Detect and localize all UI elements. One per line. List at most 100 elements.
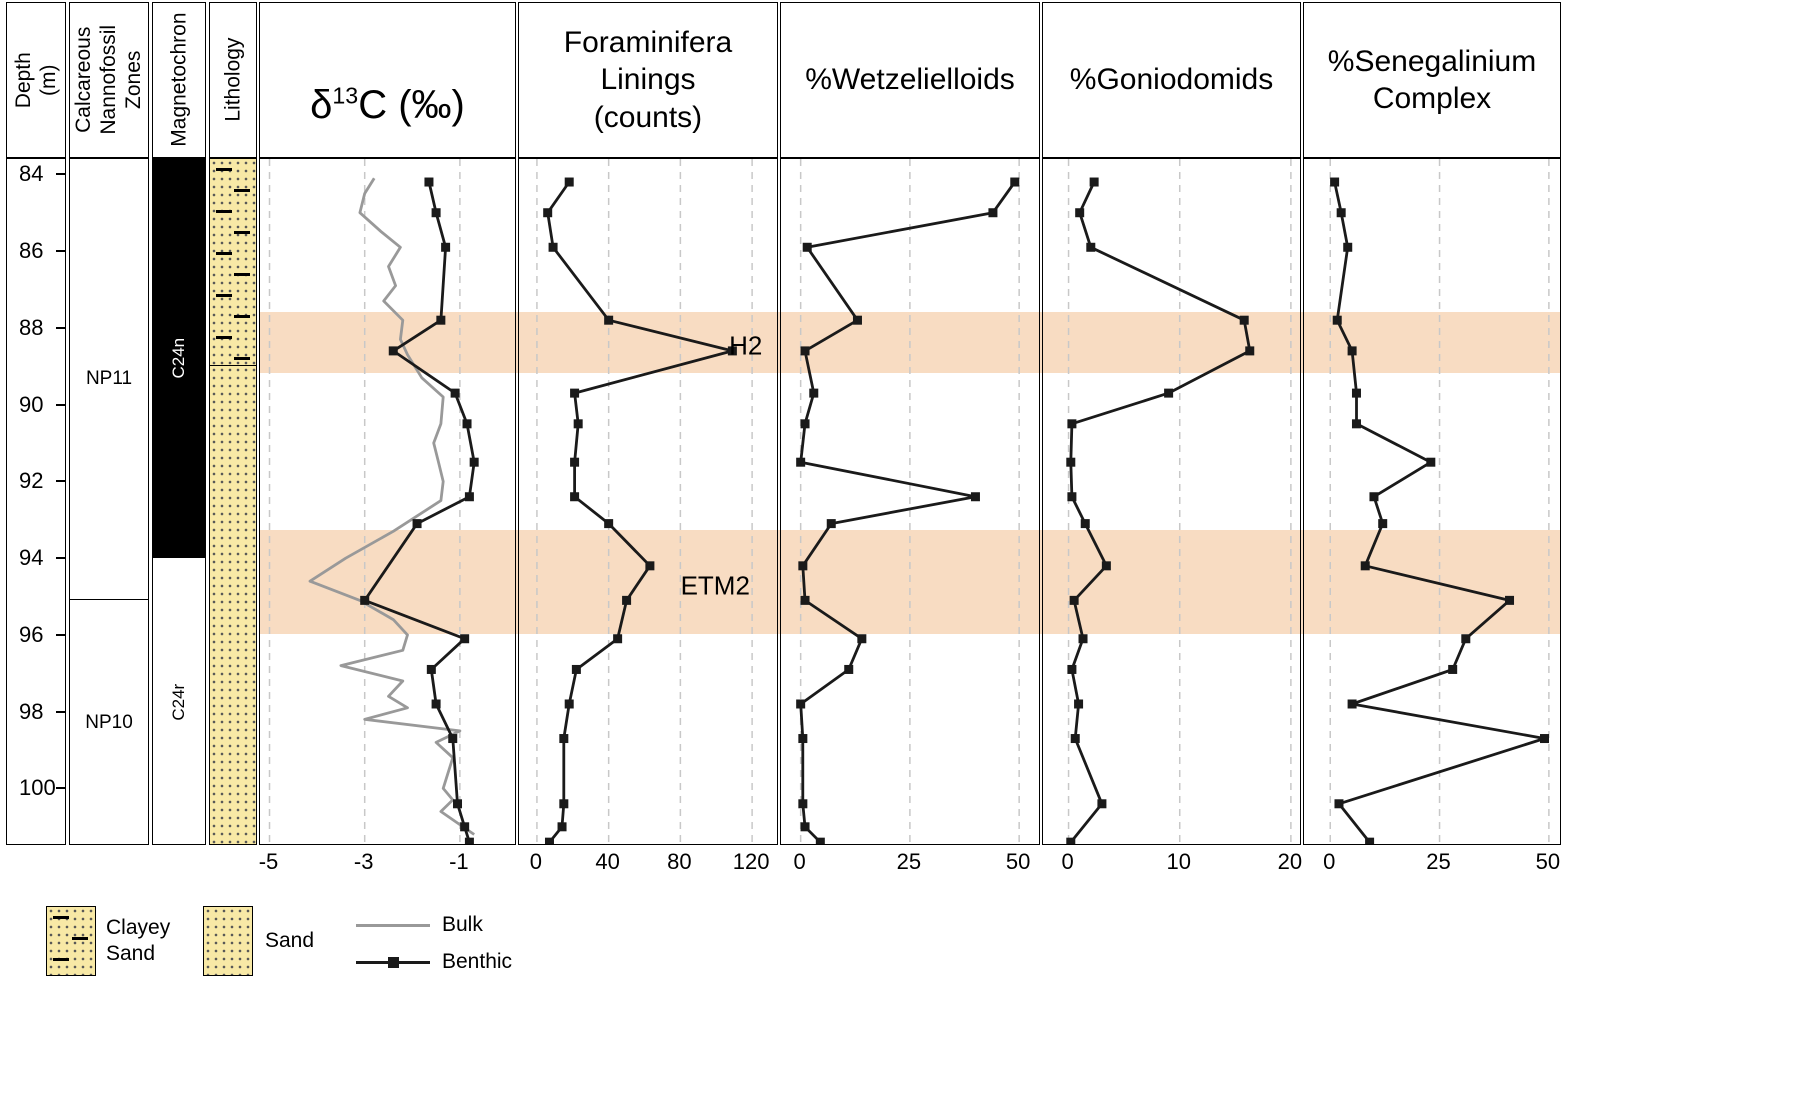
- senegalinium-panel-title-box: %Senegalinium Complex: [1303, 2, 1561, 158]
- benthic-legend-label: Benthic: [442, 949, 513, 973]
- zones-column-header: Calcareous Nannofossil Zones: [69, 2, 149, 158]
- goniodomids-panel-title-box: %Goniodomids: [1042, 2, 1301, 158]
- depth-tick-label: 88: [19, 314, 44, 340]
- wetzelielloids-marker: [852, 315, 862, 325]
- goniodomids-marker: [1074, 699, 1084, 709]
- senegalinium-complex-marker: [1369, 492, 1379, 502]
- benthic-marker: [424, 177, 434, 187]
- senegalinium-complex-marker: [1505, 595, 1515, 605]
- depth-tick: [56, 710, 65, 713]
- zone-np10-label: NP10: [85, 712, 133, 734]
- chron-c24n: C24n: [153, 159, 205, 559]
- wetzelielloids-marker: [857, 634, 867, 644]
- wetzelielloids-line: [799, 181, 1016, 844]
- x-axis-tick-label: 40: [595, 849, 620, 874]
- wetzelielloids-marker: [826, 519, 836, 529]
- chron-c24n-label: C24n: [168, 338, 188, 379]
- wetzelielloids-marker: [798, 799, 808, 809]
- clayey-sand-swatch: [46, 906, 96, 976]
- benthic-marker: [448, 734, 458, 744]
- sand-swatch: [203, 906, 253, 976]
- clayey-dash: [233, 231, 250, 234]
- senegalinium-complex-marker: [1330, 177, 1340, 187]
- x-axis-tick-label: 25: [1426, 849, 1451, 874]
- clayey-dash: [215, 210, 232, 213]
- senegalinium-complex-marker: [1332, 315, 1342, 325]
- senegalinium-complex-marker: [1336, 208, 1346, 218]
- x-axis-tick-label: 20: [1277, 849, 1303, 874]
- benthic-marker: [464, 492, 474, 502]
- foraminifera-linings-marker: [559, 734, 569, 744]
- x-axis-tick-label: 0: [1323, 849, 1336, 874]
- benthic-marker: [360, 595, 370, 605]
- wetzelielloids-marker: [802, 242, 812, 252]
- depth-tick-label: 86: [19, 238, 44, 264]
- magnetochron-header-label: Magnetochron: [167, 12, 191, 148]
- clayey-dash: [233, 357, 250, 360]
- zone-np11: NP11: [70, 159, 148, 601]
- goniodomids-chart: [1066, 159, 1292, 844]
- foraminifera-linings-marker: [727, 346, 737, 356]
- goniodomids-marker: [1080, 519, 1090, 529]
- senegalinium-complex-marker: [1351, 388, 1361, 398]
- clayey-dash: [215, 252, 232, 255]
- depth-axis-column: 84 86 88 90 92 94 96 98 100: [6, 158, 66, 845]
- depth-tick: [56, 173, 65, 176]
- senegalinium-complex-marker: [1378, 519, 1388, 529]
- d13c-plot: [259, 158, 516, 845]
- benthic-marker: [388, 346, 398, 356]
- x-axis-tick-label: 80: [667, 849, 692, 874]
- wetzelielloids-panel-title-box: %Wetzelielloids: [780, 2, 1040, 158]
- benthic-marker: [469, 457, 479, 467]
- clayey-dash: [52, 916, 69, 919]
- x-axis-tick-label: 25: [896, 849, 922, 874]
- foraminifera-linings-marker: [604, 519, 614, 529]
- d13c-x-axis: -5 -3 -1: [259, 849, 516, 879]
- goniodomids-marker: [1078, 634, 1088, 644]
- benthic-marker: [464, 837, 474, 844]
- wetzelielloids-marker: [970, 492, 980, 502]
- foraminifera-linings-marker: [622, 595, 632, 605]
- forams-plot: [518, 158, 778, 845]
- isotope-superscript: 13: [332, 82, 359, 109]
- benthic-marker: [441, 242, 451, 252]
- nannofossil-zones-column: NP11 NP10: [69, 158, 149, 845]
- senegalinium-plot: [1303, 158, 1561, 845]
- goniodomids-x-axis: 0 10 20: [1042, 849, 1303, 879]
- wetzelielloids-panel-title: %Wetzelielloids: [805, 63, 1015, 97]
- benthic-marker: [453, 799, 463, 809]
- wetzelielloids-marker: [798, 561, 808, 571]
- depth-tick-label: 98: [19, 698, 44, 724]
- senegalinium-complex-marker: [1461, 634, 1471, 644]
- foraminifera-linings-marker: [543, 208, 553, 218]
- benthic-marker: [460, 822, 470, 832]
- foraminifera-linings-marker: [645, 561, 655, 571]
- benthic-marker: [412, 519, 422, 529]
- lithology-clayey-sand-unit: [210, 159, 256, 367]
- depth-tick: [56, 633, 65, 636]
- foraminifera-linings-marker: [559, 799, 569, 809]
- bulk-legend-line: [356, 924, 430, 927]
- forams-panel-title: Foraminifera Linings (counts): [563, 25, 733, 134]
- benthic-marker: [436, 315, 446, 325]
- benthic-marker: [450, 388, 460, 398]
- goniodomids-marker: [1086, 242, 1096, 252]
- depth-tick: [56, 403, 65, 406]
- magnetochron-column-header: Magnetochron: [152, 2, 206, 158]
- depth-tick: [56, 787, 65, 790]
- benthic-marker: [462, 419, 472, 429]
- x-axis-tick-label: -3: [353, 849, 374, 874]
- senegalinium-complex-marker: [1540, 734, 1550, 744]
- clayey-dash: [71, 937, 88, 940]
- x-axis-tick-label: -5: [258, 849, 279, 874]
- clayey-dash: [215, 336, 232, 339]
- benthic-legend-marker: [388, 957, 399, 968]
- foraminifera-linings-marker: [544, 837, 554, 844]
- foraminifera-linings-marker: [557, 822, 567, 832]
- benthic-marker: [460, 634, 470, 644]
- senegalinium-complex-marker: [1365, 837, 1375, 844]
- wetzelielloids-marker: [800, 595, 810, 605]
- clayey-sand-legend-label: Clayey Sand: [106, 915, 171, 965]
- goniodomids-marker: [1067, 664, 1077, 674]
